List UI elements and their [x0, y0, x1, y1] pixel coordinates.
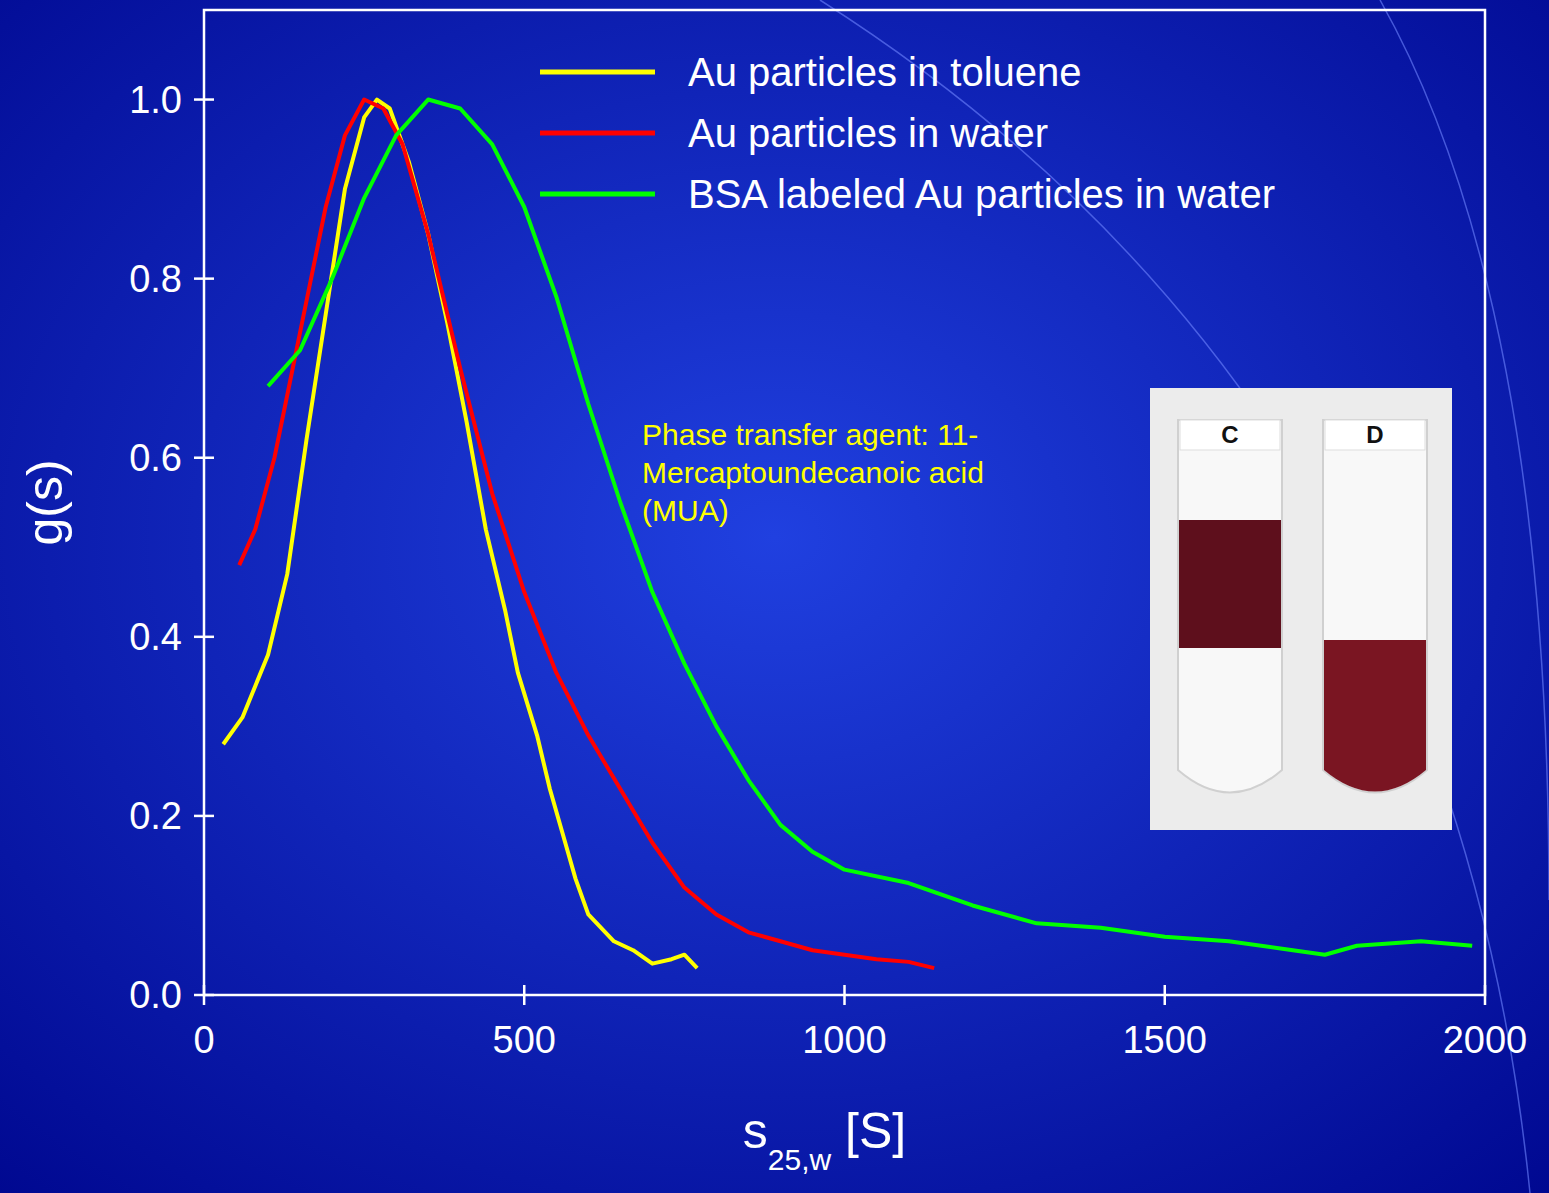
annotation: Phase transfer agent: 11- — [642, 418, 978, 451]
y-tick-label: 0.6 — [129, 437, 182, 479]
legend-swatch — [540, 192, 655, 197]
legend: Au particles in toluene Au particles in w… — [540, 50, 1275, 216]
legend-label: Au particles in toluene — [688, 50, 1082, 94]
annotation: (MUA) — [642, 494, 729, 527]
y-tick-label: 0.4 — [129, 616, 182, 658]
legend-swatch — [540, 70, 655, 75]
y-tick-label: 0.0 — [129, 974, 182, 1016]
inset-label: D — [1366, 421, 1383, 448]
x-tick-label: 1500 — [1122, 1019, 1207, 1061]
inset-label: C — [1221, 421, 1238, 448]
x-tick — [1164, 985, 1167, 1005]
x-tick-label: 500 — [493, 1019, 556, 1061]
series-line — [239, 100, 934, 969]
series-line — [268, 100, 1472, 955]
x-tick — [523, 985, 526, 1005]
x-tick — [1484, 985, 1487, 1005]
data-lines — [223, 100, 1472, 969]
tube-cap — [1325, 420, 1425, 450]
legend-label: Au particles in water — [688, 111, 1048, 155]
x-axis-title: s25,w [S] — [743, 1103, 906, 1176]
liquid — [1179, 520, 1281, 648]
tube — [1178, 420, 1282, 793]
x-tick-label: 0 — [193, 1019, 214, 1061]
inset-photo: CD — [1150, 388, 1452, 830]
y-tick — [194, 994, 214, 997]
legend-label: BSA labeled Au particles in water — [688, 172, 1275, 216]
background — [0, 0, 1549, 1193]
chart: 0 500 1000 1500 2000 0.0 0.2 0.4 0.6 0.8 1.0 s25,w … — [0, 0, 1549, 1193]
plot-frame — [204, 10, 1485, 995]
y-tick — [194, 456, 214, 459]
x-tick-label: 1000 — [802, 1019, 887, 1061]
x-tick-label: 2000 — [1443, 1019, 1528, 1061]
x-tick — [843, 985, 846, 1005]
y-tick-label: 0.2 — [129, 795, 182, 837]
tube — [1323, 420, 1427, 793]
y-tick — [194, 815, 214, 818]
y-tick-label: 0.8 — [129, 258, 182, 300]
y-tick — [194, 98, 214, 101]
annotation: Mercaptoundecanoic acid — [642, 456, 984, 489]
y-tick — [194, 636, 214, 639]
liquid — [1324, 640, 1426, 792]
series-line — [223, 100, 697, 969]
inset-background — [1150, 388, 1452, 830]
y-tick — [194, 277, 214, 280]
legend-swatch — [540, 131, 655, 136]
y-axis-title: g(s) — [17, 459, 73, 545]
y-tick-label: 1.0 — [129, 79, 182, 121]
tube-cap — [1180, 420, 1280, 450]
